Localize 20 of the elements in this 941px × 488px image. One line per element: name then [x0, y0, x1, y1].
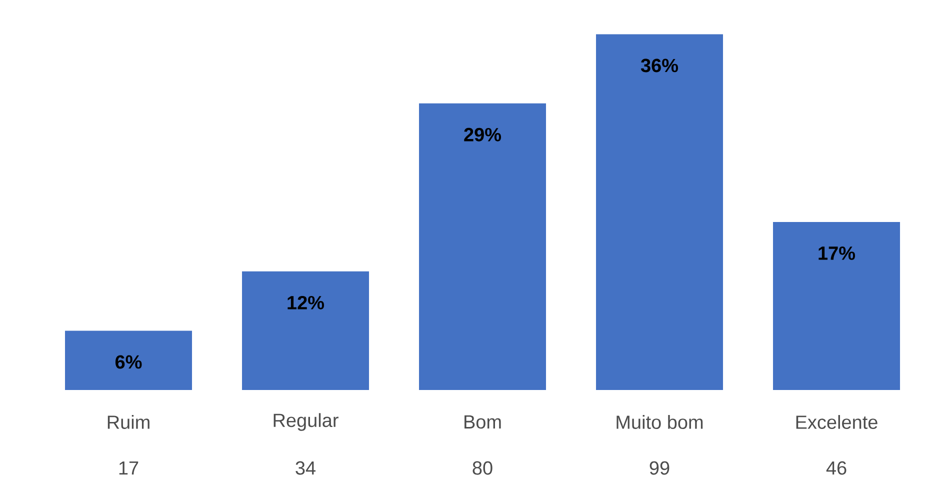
bar: [419, 103, 546, 390]
text: 46: [826, 461, 846, 475]
bar: [596, 34, 724, 390]
text: 80: [472, 461, 492, 475]
x-tick-label: Muito bom: [616, 415, 703, 429]
x-tick-label: Regular: [274, 413, 338, 431]
bar: [65, 330, 192, 390]
data-label: 29%: [464, 128, 502, 142]
text: 99: [650, 461, 670, 475]
data-label: 6%: [115, 355, 142, 369]
data-label: 17%: [818, 246, 856, 260]
text: 17: [119, 461, 138, 475]
text: 34: [296, 461, 316, 475]
data-label: 12%: [288, 296, 324, 310]
bar: [773, 222, 900, 390]
bar: [242, 271, 370, 390]
x-tick-label: Ruim: [108, 415, 150, 429]
x-tick-label: Bom: [464, 415, 501, 429]
x-tick-label: Excelente: [796, 415, 878, 429]
data-label: 36%: [640, 58, 678, 72]
